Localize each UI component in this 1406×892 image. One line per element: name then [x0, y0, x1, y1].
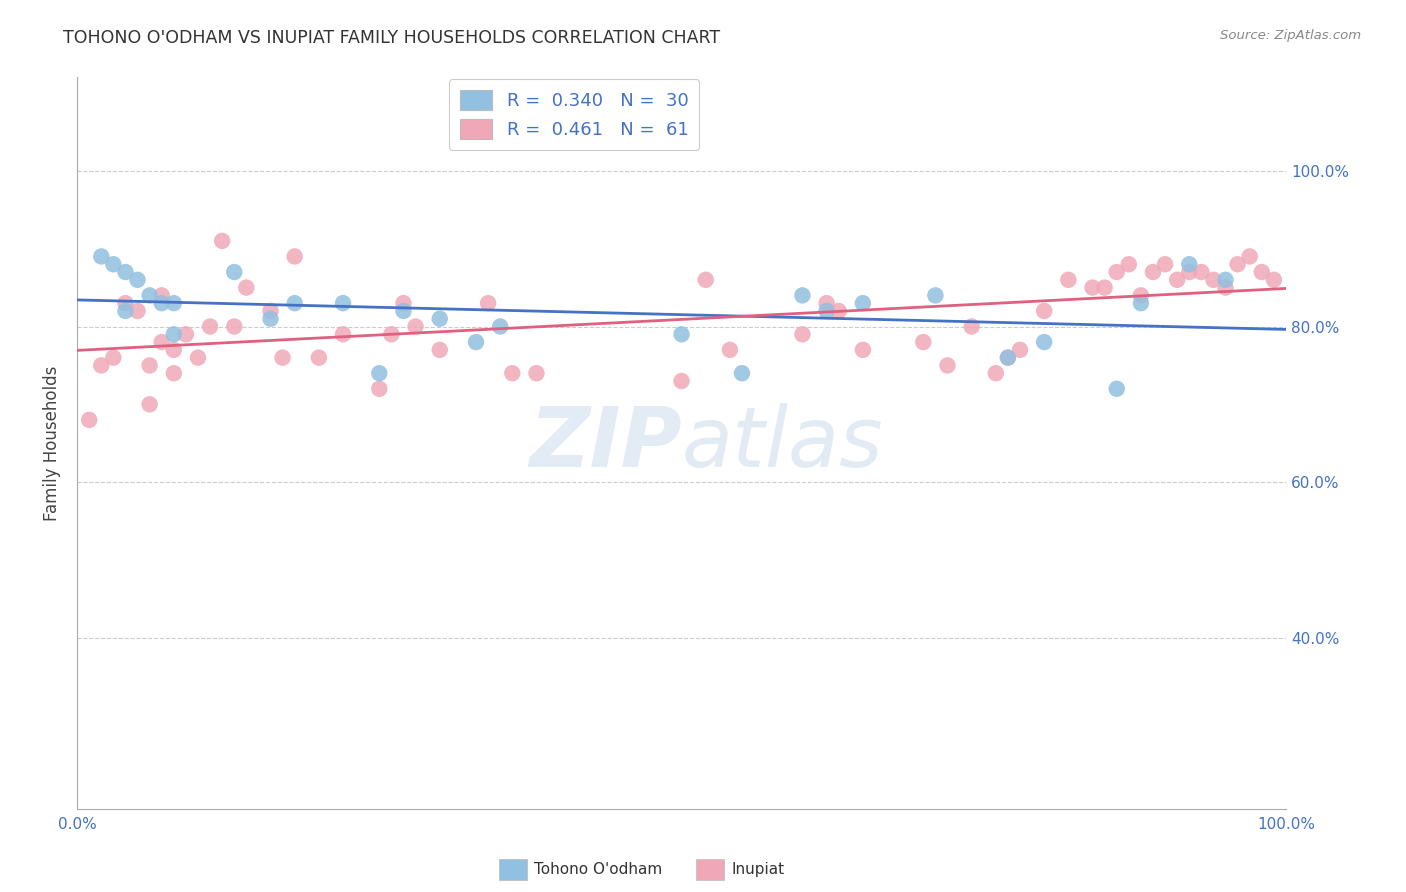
Point — [187, 351, 209, 365]
Point — [501, 366, 523, 380]
Point — [224, 265, 246, 279]
Point — [1142, 265, 1164, 279]
Point — [174, 327, 197, 342]
Point — [671, 327, 693, 342]
Point — [792, 327, 814, 342]
Point — [924, 288, 946, 302]
Point — [815, 304, 838, 318]
Point — [1215, 280, 1237, 294]
Point — [465, 334, 488, 349]
Point — [1033, 304, 1056, 318]
Point — [127, 273, 149, 287]
Point — [150, 334, 173, 349]
Point — [695, 273, 717, 287]
Point — [429, 343, 451, 357]
Point — [163, 343, 186, 357]
Point — [368, 366, 391, 380]
Point — [198, 319, 221, 334]
Point — [127, 304, 149, 318]
Point — [138, 397, 160, 411]
Point — [150, 288, 173, 302]
Point — [224, 319, 246, 334]
Legend: R =  0.340   N =  30, R =  0.461   N =  61: R = 0.340 N = 30, R = 0.461 N = 61 — [449, 79, 699, 150]
Point — [163, 327, 186, 342]
Point — [308, 351, 330, 365]
Point — [827, 304, 849, 318]
Point — [332, 296, 354, 310]
Point — [380, 327, 402, 342]
Point — [984, 366, 1007, 380]
Point — [1105, 265, 1128, 279]
Text: Source: ZipAtlas.com: Source: ZipAtlas.com — [1220, 29, 1361, 42]
Point — [1033, 334, 1056, 349]
Point — [1008, 343, 1031, 357]
Point — [332, 327, 354, 342]
Point — [235, 280, 257, 294]
Point — [429, 311, 451, 326]
Y-axis label: Family Households: Family Households — [44, 366, 60, 521]
Point — [526, 366, 548, 380]
Point — [1118, 257, 1140, 271]
Text: TOHONO O'ODHAM VS INUPIAT FAMILY HOUSEHOLDS CORRELATION CHART: TOHONO O'ODHAM VS INUPIAT FAMILY HOUSEHO… — [63, 29, 720, 46]
Point — [368, 382, 391, 396]
Point — [163, 296, 186, 310]
Point — [731, 366, 754, 380]
Point — [1178, 257, 1201, 271]
Point — [103, 257, 125, 271]
Point — [1094, 280, 1116, 294]
Point — [114, 304, 136, 318]
Point — [150, 296, 173, 310]
Point — [718, 343, 741, 357]
Point — [1215, 273, 1237, 287]
Point — [405, 319, 427, 334]
Point — [259, 304, 281, 318]
Point — [1250, 265, 1272, 279]
Text: Tohono O'odham: Tohono O'odham — [534, 863, 662, 877]
Point — [1057, 273, 1080, 287]
Point — [852, 296, 875, 310]
Point — [936, 359, 959, 373]
Point — [477, 296, 499, 310]
Point — [103, 351, 125, 365]
Point — [997, 351, 1019, 365]
Point — [77, 413, 100, 427]
Point — [1129, 288, 1152, 302]
Point — [138, 359, 160, 373]
Point — [271, 351, 294, 365]
Point — [1129, 296, 1152, 310]
Point — [489, 319, 512, 334]
Text: atlas: atlas — [682, 403, 883, 483]
Point — [392, 296, 415, 310]
Text: ZIP: ZIP — [529, 403, 682, 483]
Point — [114, 265, 136, 279]
Point — [90, 359, 112, 373]
Point — [1239, 250, 1261, 264]
Point — [211, 234, 233, 248]
Point — [852, 343, 875, 357]
Point — [1263, 273, 1285, 287]
Point — [259, 311, 281, 326]
Point — [792, 288, 814, 302]
Point — [912, 334, 935, 349]
Point — [1226, 257, 1249, 271]
Point — [671, 374, 693, 388]
Point — [90, 250, 112, 264]
Point — [1166, 273, 1188, 287]
Point — [815, 296, 838, 310]
Text: Inupiat: Inupiat — [731, 863, 785, 877]
Point — [284, 250, 307, 264]
Point — [1105, 382, 1128, 396]
Point — [1189, 265, 1212, 279]
Point — [1202, 273, 1225, 287]
Point — [138, 288, 160, 302]
Point — [1081, 280, 1104, 294]
Point — [163, 366, 186, 380]
Point — [960, 319, 983, 334]
Point — [392, 304, 415, 318]
Point — [114, 296, 136, 310]
Point — [1154, 257, 1177, 271]
Point — [1178, 265, 1201, 279]
Point — [284, 296, 307, 310]
Point — [997, 351, 1019, 365]
